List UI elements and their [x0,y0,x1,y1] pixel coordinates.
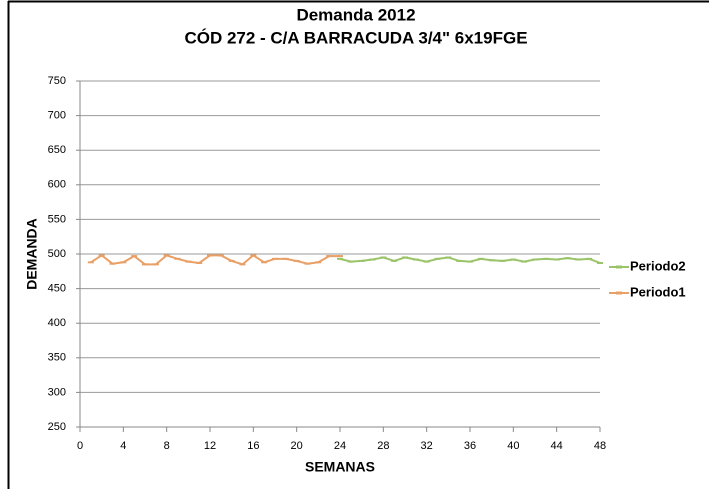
y-tick-label: 550 [48,213,66,225]
y-tick-label: 250 [48,421,66,433]
x-tick-label: 12 [204,440,216,452]
legend-label: Periodo2 [630,258,686,273]
y-tick-label: 500 [48,248,66,260]
x-tick-label: 28 [377,440,389,452]
x-tick-label: 32 [421,440,433,452]
x-tick-label: 8 [164,440,170,452]
x-tick-label: 20 [291,440,303,452]
x-tick-label: 16 [247,440,259,452]
y-tick-label: 400 [48,317,66,329]
x-tick-label: 36 [464,440,476,452]
chart-title: Demanda 2012 [296,5,415,24]
x-axis-title: SEMANAS [305,459,375,475]
series-line [90,254,340,266]
legend-label: Periodo1 [630,284,686,299]
x-tick-label: 44 [551,440,563,452]
y-tick-label: 700 [48,110,66,122]
y-axis-title: DEMANDA [24,218,40,290]
x-tick-label: 48 [594,440,606,452]
y-tick-label: 450 [48,283,66,295]
x-tick-label: 24 [334,440,346,452]
x-tick-label: 4 [120,440,126,452]
x-tick-label: 0 [77,440,83,452]
x-tick-label: 40 [507,440,519,452]
y-tick-label: 350 [48,352,66,364]
y-tick-label: 650 [48,144,66,156]
chart-subtitle: CÓD 272 - C/A BARRACUDA 3/4" 6x19FGE [184,28,527,47]
y-tick-label: 600 [48,179,66,191]
y-tick-label: 300 [48,386,66,398]
y-tick-label: 750 [48,75,66,87]
